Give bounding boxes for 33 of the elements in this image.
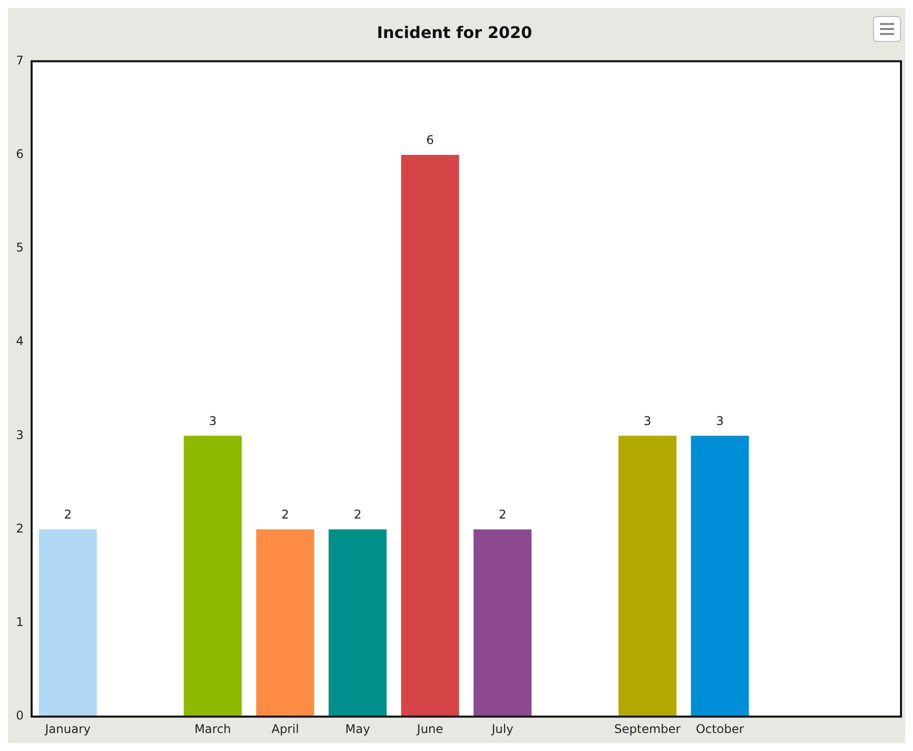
y-tick-label: 7 <box>16 53 24 68</box>
x-tick-label: September <box>614 722 681 736</box>
data-label: 2 <box>64 507 72 522</box>
bar <box>184 436 242 717</box>
data-label: 3 <box>208 414 217 428</box>
y-tick-label: 6 <box>16 146 24 161</box>
x-tick-label: June <box>416 722 444 736</box>
data-label: 2 <box>498 507 506 522</box>
y-tick-label: 5 <box>16 240 24 255</box>
y-tick-label: 4 <box>16 334 24 348</box>
data-label: 2 <box>354 507 362 522</box>
x-tick-label: May <box>345 722 370 736</box>
chart-title: Incident for 2020 <box>376 22 532 42</box>
x-tick-label: October <box>696 722 744 736</box>
bar <box>38 529 97 717</box>
x-tick-label: April <box>271 722 299 736</box>
data-label: 3 <box>716 414 724 428</box>
data-label: 2 <box>281 507 290 522</box>
bar <box>690 436 749 717</box>
bar <box>618 436 676 717</box>
x-tick-label: March <box>194 722 232 736</box>
y-tick-label: 2 <box>16 521 24 536</box>
y-tick-label: 0 <box>16 708 24 723</box>
y-tick-label: 3 <box>16 428 24 442</box>
data-label: 3 <box>644 414 652 428</box>
y-tick-label: 1 <box>16 615 24 630</box>
bar <box>401 154 460 717</box>
bar <box>256 529 314 717</box>
bar <box>474 529 532 717</box>
data-label: 6 <box>426 132 434 147</box>
x-tick-label: July <box>490 722 514 736</box>
x-tick-label: January <box>44 722 91 736</box>
bar <box>328 529 387 717</box>
